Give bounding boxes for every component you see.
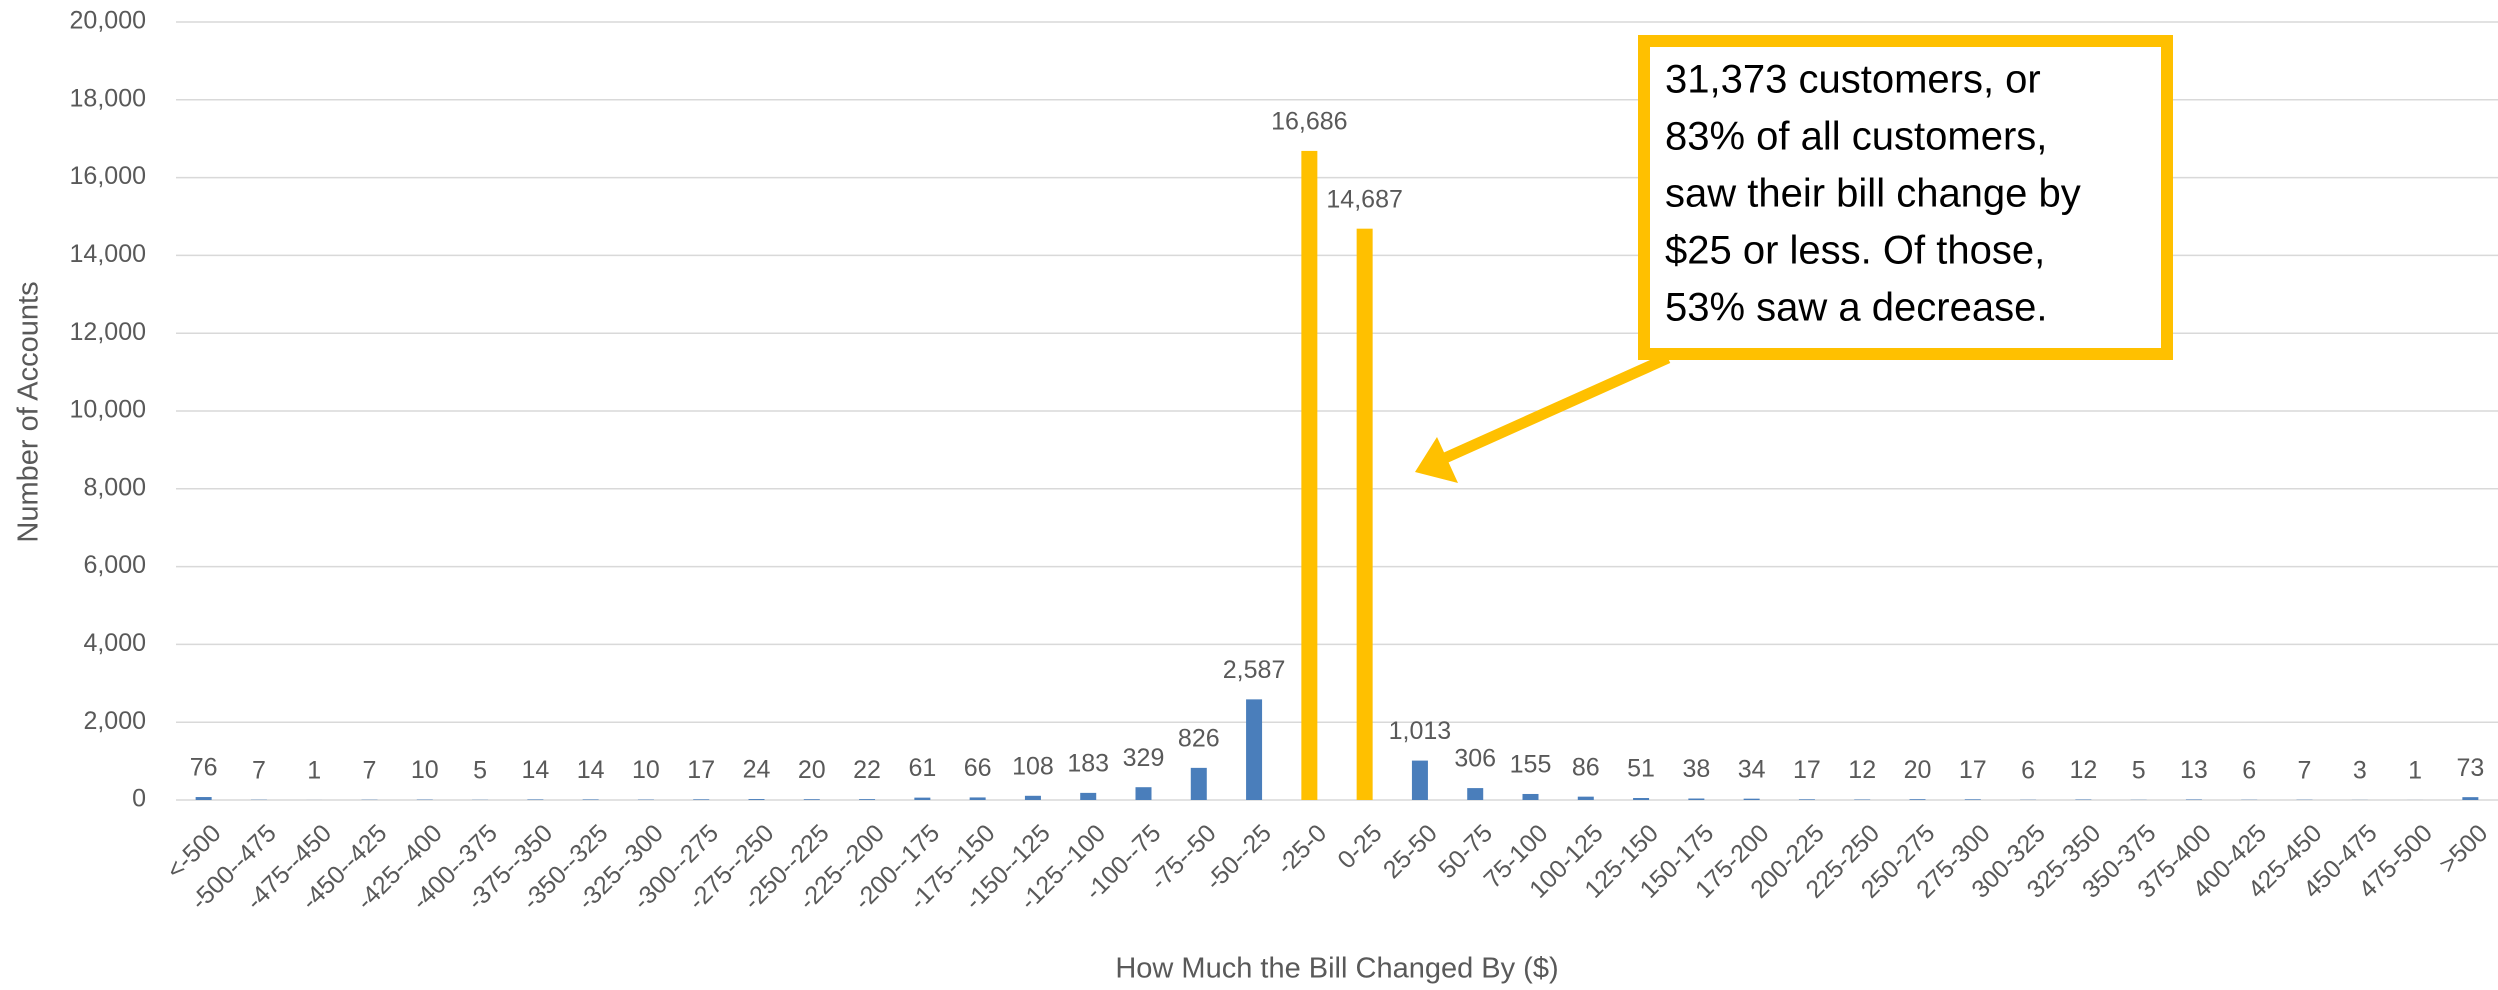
y-tick-label: 18,000: [70, 84, 146, 112]
data-label: 16,686: [1271, 108, 1347, 136]
data-label: 826: [1178, 724, 1220, 752]
x-tick-label: >500: [2434, 819, 2494, 879]
data-label: 24: [743, 756, 771, 784]
y-tick-label: 4,000: [83, 629, 146, 657]
x-axis-title: How Much the Bill Changed By ($): [1115, 953, 1558, 985]
bar: [2185, 799, 2202, 800]
data-label: 61: [908, 754, 936, 782]
bar: [1798, 799, 1815, 800]
data-label: 14: [521, 756, 549, 784]
y-axis-title: Number of Accounts: [13, 281, 45, 542]
bar: [969, 797, 986, 800]
x-tick-label: 25-50: [1378, 819, 1443, 884]
annotation-text: 83% of all customers,: [1665, 115, 2047, 159]
data-label: 14,687: [1326, 185, 1402, 213]
bar: [1688, 798, 1705, 800]
data-label: 5: [2132, 756, 2146, 784]
y-tick-label: 14,000: [70, 240, 146, 268]
data-label: 5: [473, 756, 487, 784]
data-label: 73: [2456, 754, 2484, 782]
y-tick-label: 6,000: [83, 551, 146, 579]
data-label: 22: [853, 756, 881, 784]
bar: [1356, 228, 1373, 800]
data-label: 6: [2021, 756, 2035, 784]
bar: [195, 797, 212, 800]
bar: [2462, 797, 2479, 800]
bar: [1080, 792, 1097, 800]
bar: [1301, 150, 1318, 800]
y-tick-label: 0: [132, 785, 146, 813]
bar: [1577, 796, 1594, 800]
data-label: 1: [2408, 757, 2422, 785]
data-label: 7: [2298, 756, 2312, 784]
y-tick-label: 20,000: [70, 7, 146, 35]
y-tick-label: 12,000: [70, 318, 146, 346]
bar: [748, 799, 765, 800]
data-label: 76: [190, 754, 218, 782]
data-label: 2,587: [1223, 656, 1286, 684]
data-label: 17: [687, 756, 715, 784]
data-label: 6: [2242, 756, 2256, 784]
y-tick-label: 16,000: [70, 162, 146, 190]
bar: [527, 799, 544, 800]
data-label: 108: [1012, 752, 1054, 780]
bar: [1246, 699, 1263, 800]
data-label: 183: [1067, 749, 1109, 777]
bar: [1743, 798, 1760, 800]
data-label: 17: [1793, 756, 1821, 784]
data-label: 12: [1848, 756, 1876, 784]
bar: [1633, 798, 1650, 800]
data-label: 20: [1904, 756, 1932, 784]
data-label: 13: [2180, 756, 2208, 784]
annotation-text: 53% saw a decrease.: [1665, 286, 2047, 330]
data-label: 7: [252, 756, 266, 784]
bar: [1522, 793, 1539, 800]
bar: [582, 799, 599, 800]
bar: [803, 799, 820, 800]
data-label: 1,013: [1389, 717, 1452, 745]
data-label: 12: [2069, 756, 2097, 784]
bar: [1024, 795, 1041, 800]
data-label: 66: [964, 754, 992, 782]
bar: [693, 799, 710, 800]
data-label: 38: [1682, 755, 1710, 783]
y-tick-label: 2,000: [83, 707, 146, 735]
y-tick-label: 8,000: [83, 473, 146, 501]
data-label: 17: [1959, 756, 1987, 784]
annotation-arrow: [1442, 352, 1671, 464]
data-label: 10: [632, 756, 660, 784]
data-label: 86: [1572, 753, 1600, 781]
data-label: 1: [307, 757, 321, 785]
bar: [859, 799, 876, 800]
data-label: 3: [2353, 756, 2367, 784]
data-label: 34: [1738, 755, 1766, 783]
data-label: 7: [363, 756, 377, 784]
bar: [1909, 799, 1926, 800]
data-label: 155: [1510, 751, 1552, 779]
bar: [1964, 799, 1981, 800]
data-label: 14: [577, 756, 605, 784]
data-label: 20: [798, 756, 826, 784]
annotation-arrowhead: [1415, 437, 1458, 483]
bar: [1135, 787, 1152, 800]
bar: [1190, 767, 1207, 800]
data-label: 51: [1627, 755, 1655, 783]
bar: [914, 797, 931, 800]
bar: [1411, 760, 1428, 800]
y-tick-label: 10,000: [70, 396, 146, 424]
annotation-text: saw their bill change by: [1665, 172, 2081, 216]
annotation-text: 31,373 customers, or: [1665, 58, 2041, 102]
annotation-text: $25 or less. Of those,: [1665, 229, 2045, 273]
bar: [1467, 788, 1484, 800]
data-label: 10: [411, 756, 439, 784]
x-tick-label: -25-0: [1271, 819, 1332, 880]
data-label: 329: [1123, 744, 1165, 772]
data-label: 306: [1454, 745, 1496, 773]
annotation-box: [1638, 35, 2173, 360]
